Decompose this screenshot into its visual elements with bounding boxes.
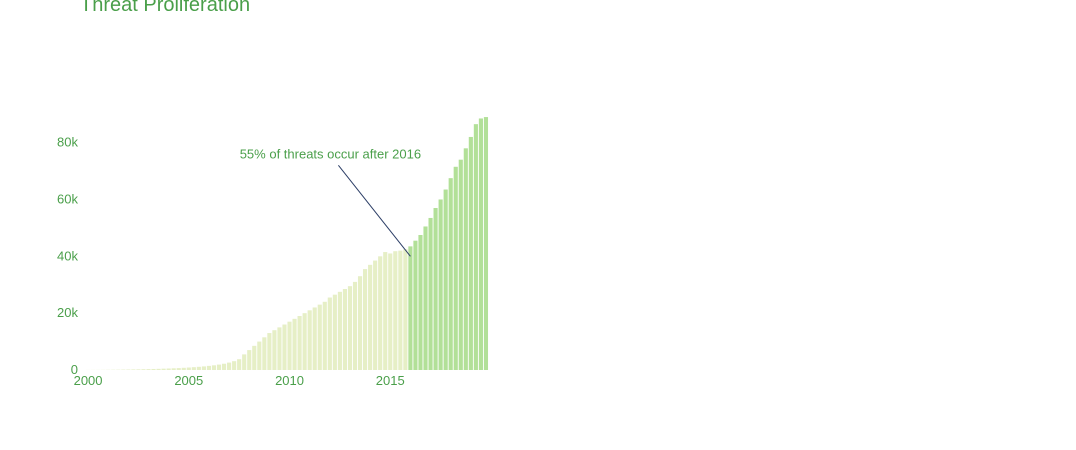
bar bbox=[292, 318, 297, 370]
bar bbox=[131, 369, 136, 370]
bar bbox=[307, 310, 312, 370]
bar bbox=[378, 256, 383, 370]
bar bbox=[312, 307, 317, 370]
bar bbox=[277, 327, 282, 370]
bar bbox=[468, 136, 473, 370]
bar bbox=[171, 368, 176, 370]
x-axis: 2000 2005 2010 2015 bbox=[74, 373, 405, 388]
bar bbox=[388, 253, 393, 370]
bar bbox=[373, 260, 378, 370]
annotation: 55% of threats occur after 2016 bbox=[240, 146, 421, 257]
bar bbox=[237, 359, 242, 370]
bar bbox=[337, 291, 342, 370]
x-tick-label: 2010 bbox=[275, 373, 304, 388]
x-tick-label: 2005 bbox=[174, 373, 203, 388]
bar bbox=[287, 321, 292, 370]
bar bbox=[141, 369, 146, 370]
bar bbox=[302, 313, 307, 370]
bar bbox=[242, 354, 247, 370]
bar bbox=[393, 251, 398, 370]
bar bbox=[282, 324, 287, 370]
bar bbox=[146, 369, 151, 370]
annotation-text: 55% of threats occur after 2016 bbox=[240, 146, 421, 161]
y-tick-label: 80k bbox=[57, 135, 78, 150]
bar bbox=[317, 304, 322, 370]
bar bbox=[191, 367, 196, 370]
bar bbox=[272, 330, 277, 370]
annotation-arrow bbox=[338, 165, 411, 257]
bar bbox=[206, 365, 211, 370]
bar bbox=[383, 252, 388, 370]
bar bbox=[352, 281, 358, 370]
y-tick-label: 20k bbox=[57, 305, 78, 320]
bar bbox=[227, 362, 232, 370]
bar bbox=[463, 148, 468, 370]
bar bbox=[483, 117, 489, 370]
bar bbox=[332, 294, 337, 370]
bar bbox=[322, 301, 327, 370]
bar bbox=[368, 264, 373, 370]
x-tick-label: 2000 bbox=[74, 373, 103, 388]
bar bbox=[342, 289, 347, 370]
bar bbox=[151, 368, 156, 370]
y-tick-label: 60k bbox=[57, 191, 78, 206]
y-axis: 0 20k 40k 60k 80k bbox=[57, 135, 78, 377]
bar bbox=[247, 350, 252, 370]
bar bbox=[423, 226, 428, 370]
bar bbox=[448, 178, 453, 370]
bar bbox=[478, 118, 483, 370]
bar bbox=[262, 337, 267, 370]
bar bbox=[418, 235, 423, 370]
bar bbox=[398, 250, 403, 370]
y-tick-label: 0 bbox=[71, 362, 78, 377]
bar bbox=[221, 363, 227, 370]
bar bbox=[357, 276, 363, 370]
y-tick-label: 40k bbox=[57, 248, 78, 263]
bar bbox=[201, 366, 206, 370]
bar bbox=[443, 189, 448, 370]
bar bbox=[176, 368, 181, 370]
bar bbox=[161, 368, 166, 370]
chart-title: Threat Proliferation bbox=[80, 0, 251, 16]
bar bbox=[363, 269, 368, 370]
bar bbox=[186, 367, 191, 370]
bars bbox=[85, 117, 489, 370]
bar bbox=[408, 246, 413, 370]
bar bbox=[433, 208, 438, 370]
bar bbox=[136, 369, 141, 370]
bar bbox=[403, 249, 408, 370]
bar bbox=[473, 124, 478, 370]
bar bbox=[156, 368, 161, 370]
bar bbox=[252, 345, 257, 370]
bar bbox=[453, 166, 458, 370]
x-tick-label: 2015 bbox=[376, 373, 405, 388]
bar bbox=[166, 368, 171, 370]
bar bbox=[297, 316, 302, 370]
bar bbox=[216, 364, 222, 370]
bar bbox=[438, 199, 443, 370]
bar bbox=[327, 297, 332, 370]
bar bbox=[413, 240, 418, 370]
bar bbox=[232, 361, 237, 370]
bar bbox=[196, 366, 201, 370]
bar bbox=[211, 365, 217, 370]
bar bbox=[181, 367, 186, 370]
bar bbox=[347, 286, 353, 370]
bar bbox=[267, 333, 272, 370]
bar bbox=[428, 217, 433, 370]
bar bbox=[458, 159, 463, 370]
bar bbox=[257, 341, 262, 370]
